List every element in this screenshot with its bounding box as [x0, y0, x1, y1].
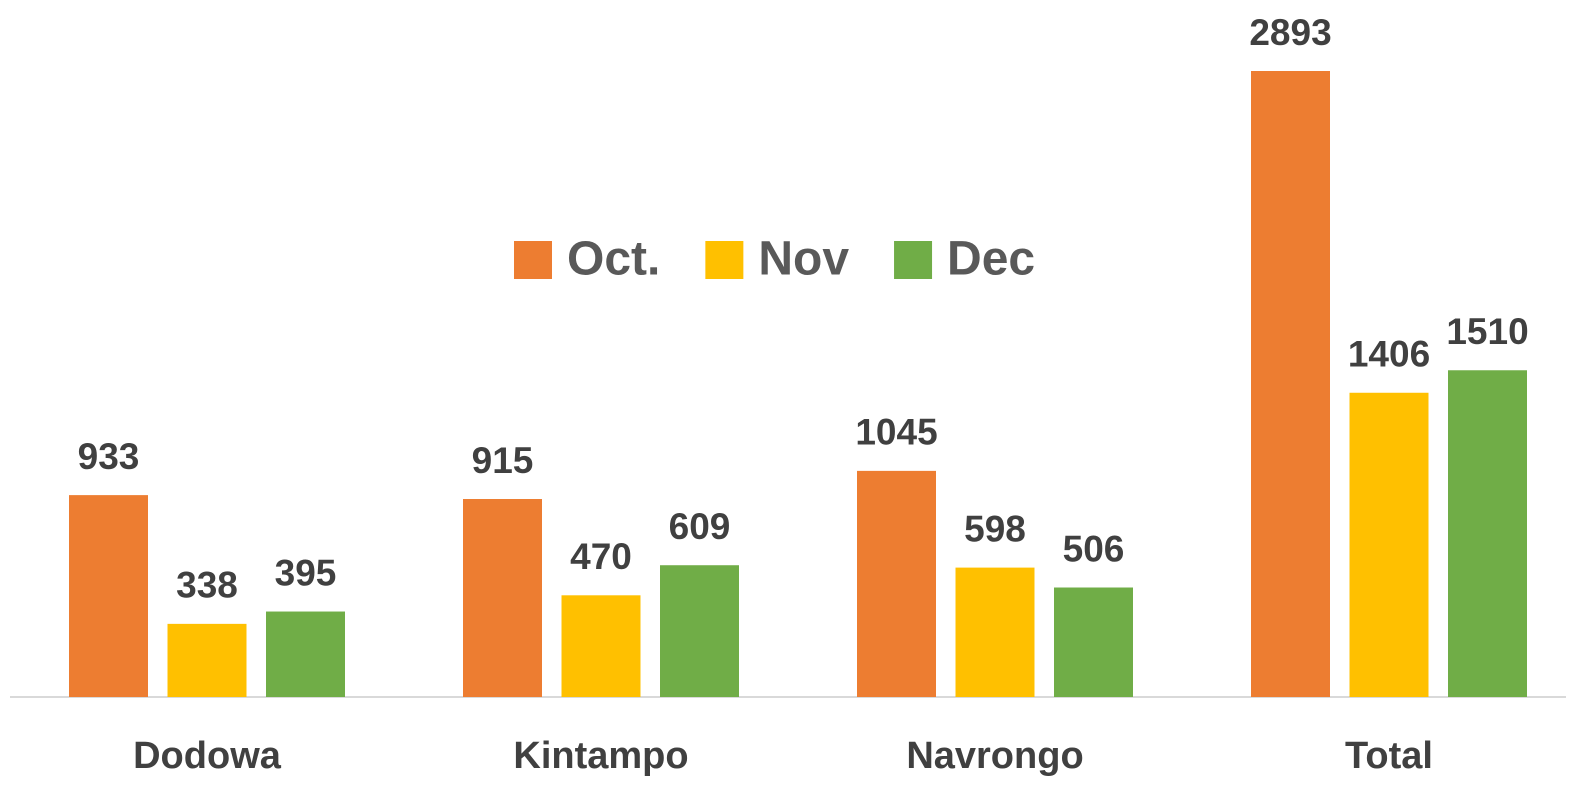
data-label: 395: [275, 552, 337, 593]
data-label: 506: [1063, 528, 1125, 569]
bar: [1349, 392, 1429, 697]
legend-swatch: [705, 241, 744, 279]
data-label: 470: [570, 536, 632, 577]
data-label: 915: [472, 440, 534, 481]
legend-swatch: [894, 241, 933, 279]
bar: [1251, 71, 1330, 697]
bar: [955, 567, 1035, 697]
x-tick-label: Kintampo: [513, 735, 688, 777]
legend-label: Nov: [758, 233, 849, 286]
bar: [266, 611, 345, 697]
data-label: 2893: [1249, 12, 1331, 53]
bar: [1054, 587, 1133, 697]
legend-swatch: [514, 241, 552, 279]
data-label: 1045: [855, 412, 937, 453]
data-label: 933: [78, 436, 140, 477]
bar: [167, 623, 247, 697]
data-label: 1406: [1348, 334, 1430, 375]
x-tick-label: Navrongo: [906, 735, 1083, 777]
data-label: 1510: [1446, 311, 1528, 352]
bar: [463, 499, 542, 697]
bar: [69, 495, 148, 697]
legend-label: Oct.: [567, 233, 660, 286]
bar: [660, 565, 739, 697]
bar: [1448, 370, 1527, 697]
bar: [561, 595, 641, 697]
data-label: 338: [176, 565, 238, 606]
legend-label: Dec: [947, 233, 1035, 286]
data-label: 598: [964, 508, 1026, 549]
x-tick-label: Total: [1345, 735, 1433, 777]
data-label: 609: [669, 506, 731, 547]
x-tick-label: Dodowa: [133, 735, 282, 777]
bar: [857, 470, 936, 697]
